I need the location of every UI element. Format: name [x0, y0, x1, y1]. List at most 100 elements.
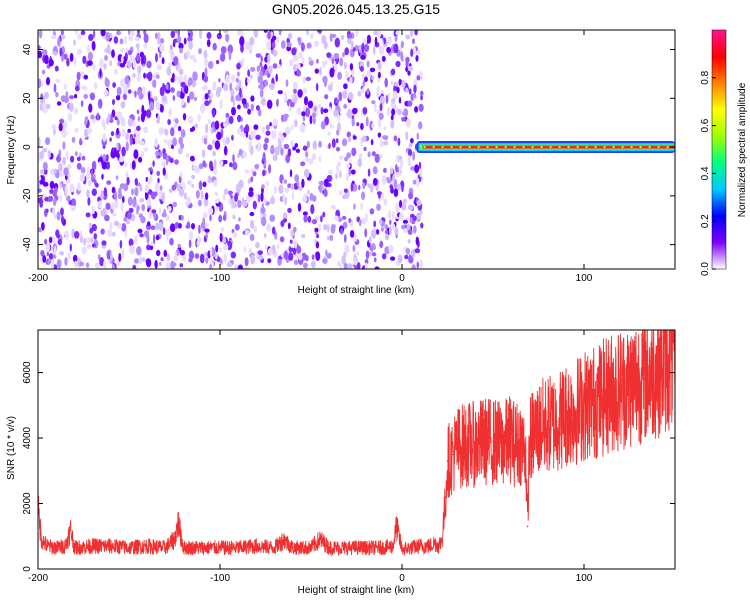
noise-speck: [267, 31, 271, 40]
noise-speck: [390, 119, 395, 129]
noise-speck: [173, 123, 178, 129]
noise-speck: [81, 85, 86, 90]
noise-speck: [258, 84, 262, 90]
noise-speck: [86, 166, 90, 175]
noise-speck: [155, 150, 160, 157]
noise-speck: [156, 74, 160, 79]
noise-speck: [337, 161, 341, 167]
snr-point: [55, 546, 57, 549]
noise-speck: [360, 122, 364, 131]
noise-speck: [230, 88, 235, 99]
noise-speck: [195, 189, 200, 199]
noise-speck: [70, 198, 77, 208]
noise-speck: [376, 91, 380, 98]
noise-speck: [416, 132, 420, 140]
noise-speck: [87, 197, 91, 206]
snr-point: [532, 434, 534, 436]
noise-speck: [47, 149, 51, 159]
noise-speck: [377, 30, 382, 38]
noise-speck: [141, 55, 144, 65]
noise-speck: [42, 254, 46, 263]
noise-speck: [152, 160, 155, 168]
snr-point: [40, 538, 43, 541]
noise-speck: [267, 247, 273, 256]
noise-speck: [293, 88, 297, 94]
snr-x-axis-ticks: -200 -100 0 100: [28, 330, 593, 584]
noise-speck: [92, 63, 96, 71]
noise-speck: [67, 252, 71, 260]
noise-speck: [320, 107, 324, 115]
noise-speck: [115, 95, 121, 101]
noise-speck: [293, 55, 299, 62]
snr-point: [455, 447, 458, 449]
noise-speck: [112, 231, 116, 237]
noise-speck: [335, 146, 341, 152]
noise-speck: [67, 112, 73, 122]
noise-speck: [185, 224, 191, 229]
noise-speck: [226, 262, 233, 268]
noise-speck: [283, 143, 290, 150]
noise-speck: [176, 90, 181, 98]
noise-speck: [294, 174, 300, 183]
noise-speck: [179, 47, 183, 54]
noise-speck: [323, 78, 327, 88]
noise-speck: [344, 47, 350, 56]
noise-speck: [415, 55, 419, 62]
snr-point: [292, 546, 294, 549]
noise-speck: [155, 101, 161, 111]
noise-speck: [383, 198, 388, 206]
noise-speck: [396, 86, 400, 94]
noise-speck: [301, 111, 306, 117]
noise-speck: [315, 241, 320, 249]
noise-speck: [239, 36, 245, 47]
noise-speck: [348, 218, 352, 223]
noise-speck: [136, 72, 141, 82]
noise-speck: [330, 224, 336, 234]
noise-speck: [163, 209, 166, 215]
noise-speck: [346, 33, 353, 39]
noise-speck: [83, 93, 88, 99]
noise-speck: [66, 58, 70, 67]
noise-speck: [79, 261, 84, 267]
noise-speck: [237, 114, 242, 123]
snr-point: [464, 443, 467, 446]
y-tick-label: 0: [22, 566, 33, 572]
noise-speck: [96, 112, 100, 121]
noise-speck: [343, 104, 348, 109]
noise-speck: [177, 30, 181, 37]
noise-speck: [307, 100, 314, 109]
noise-speck: [219, 53, 226, 62]
y-tick-label: 6000: [22, 361, 33, 384]
noise-speck: [380, 226, 384, 232]
noise-speck: [350, 40, 354, 50]
colorbar: 0.0 0.2 0.4 0.6 0.8 Normalized spectral ampl…: [700, 29, 748, 276]
noise-speck: [269, 214, 276, 222]
noise-speck: [351, 147, 357, 157]
signal-band-dot: [486, 145, 489, 149]
noise-speck: [116, 30, 122, 36]
noise-speck: [317, 30, 322, 33]
noise-speck: [329, 67, 335, 78]
noise-speck: [112, 99, 115, 106]
noise-speck: [42, 148, 48, 153]
noise-speck: [120, 117, 126, 127]
noise-speck: [250, 176, 254, 183]
noise-speck: [118, 156, 125, 163]
noise-speck: [145, 258, 152, 268]
noise-speck: [188, 115, 194, 124]
noise-speck: [212, 42, 217, 51]
noise-speck: [410, 249, 416, 258]
noise-speck: [116, 127, 120, 136]
noise-speck: [243, 127, 247, 134]
snr-point: [583, 404, 585, 407]
noise-speck: [159, 261, 162, 266]
noise-speck: [91, 243, 96, 248]
noise-speck: [197, 199, 202, 207]
noise-speck: [156, 64, 163, 71]
noise-speck: [335, 98, 340, 104]
snr-point: [91, 545, 94, 547]
noise-speck: [71, 136, 76, 143]
noise-speck: [214, 120, 220, 130]
noise-speck: [311, 254, 315, 260]
noise-speck: [337, 71, 342, 80]
